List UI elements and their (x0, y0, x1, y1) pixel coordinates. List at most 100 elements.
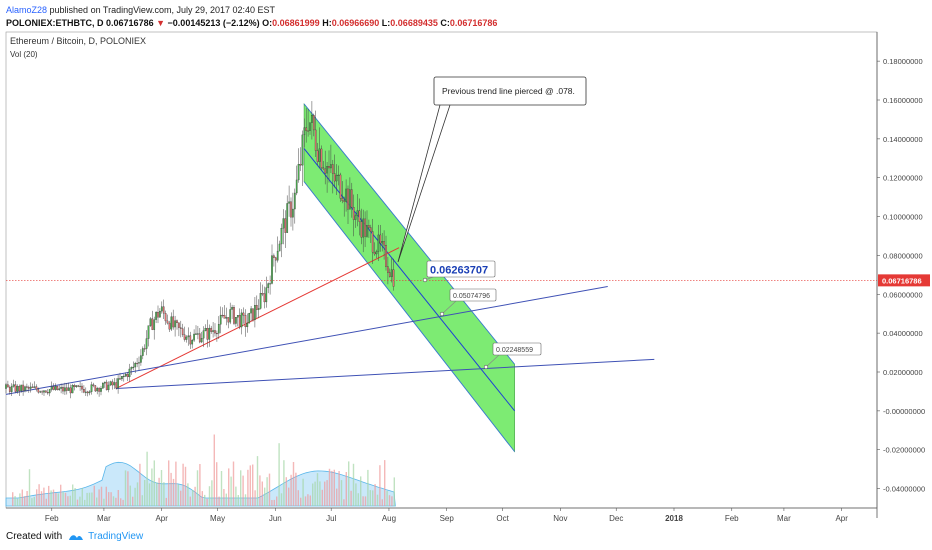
candle-body (65, 387, 68, 391)
candle-body (62, 387, 64, 392)
volume-bar (160, 470, 163, 506)
candle-body (71, 385, 74, 394)
volume-bar (300, 497, 302, 506)
volume-bar (60, 484, 62, 506)
candle-body (52, 386, 55, 390)
channel-upper-line (303, 103, 515, 365)
candle-body (305, 127, 308, 131)
volume-bar (24, 496, 26, 506)
candle-body (390, 269, 393, 277)
candle-body (46, 392, 49, 394)
candle-body (174, 320, 176, 328)
candle-body (109, 381, 112, 386)
candle-body (35, 386, 38, 390)
candle-body (126, 374, 129, 378)
price-label-pointer (485, 354, 500, 368)
volume-bar (144, 480, 146, 506)
volume-bar (48, 485, 50, 506)
volume-bar (381, 499, 383, 506)
candle-body (269, 283, 271, 285)
candle-body (392, 269, 395, 287)
volume-bar (64, 492, 67, 506)
candle-body (312, 115, 315, 131)
candle-body (86, 391, 89, 394)
volume-bar (213, 434, 215, 506)
candle-body (140, 355, 142, 363)
volume-bar (232, 461, 235, 506)
volume-bar (374, 484, 376, 506)
volume-bar (264, 487, 266, 506)
candle-body (238, 315, 241, 328)
volume-bar (98, 489, 100, 506)
volume-bar (120, 498, 122, 506)
volume-bar (103, 498, 105, 506)
volume-bar (254, 490, 256, 506)
candle-body (172, 316, 175, 328)
volume-bar (110, 492, 112, 506)
author-link[interactable]: AlamoZ28 (6, 5, 48, 15)
price-label-box (449, 288, 497, 302)
price-label-anchor (422, 277, 428, 283)
candle-body (179, 327, 182, 329)
candle-body (259, 293, 262, 309)
volume-bar (194, 486, 196, 506)
candle-body (143, 348, 146, 350)
x-tick-label: Nov (553, 514, 567, 523)
candle-body (242, 312, 245, 316)
candle-body (75, 385, 78, 388)
candle-body (276, 250, 279, 261)
y-tick-label: 0.02000000 (883, 368, 923, 377)
candle-body (54, 385, 57, 390)
candle-body (134, 363, 137, 368)
volume-bar (314, 481, 316, 506)
candle-body (320, 148, 323, 168)
candle-body (265, 287, 268, 303)
low-value: 0.06689435 (390, 18, 438, 28)
price-label-text-1: 0.06263707 (430, 265, 488, 277)
candle-body (124, 374, 127, 377)
candle-body (267, 283, 270, 288)
price-chart[interactable]: 0.18000000 0.16000000 0.14000000 0.12000000… (0, 30, 932, 528)
y-tick-label: -0.00000000 (883, 407, 925, 416)
candle-body (223, 315, 226, 319)
y-tick-label: 0.10000000 (883, 213, 923, 222)
tradingview-brand[interactable]: TradingView (88, 531, 144, 542)
candle-body (96, 388, 99, 392)
candle-body (100, 387, 102, 392)
candle-body (316, 150, 319, 162)
volume-bar (79, 496, 81, 506)
volume-bar (348, 461, 350, 506)
candle-body (12, 384, 15, 387)
price-label-box (426, 260, 496, 278)
candle-body (79, 385, 81, 387)
volume-bar (151, 468, 153, 506)
volume-bar (55, 492, 57, 506)
candle-body (113, 382, 116, 386)
candle-body (330, 164, 332, 169)
volume-bar (240, 470, 242, 506)
candle-body (107, 384, 110, 391)
y-tick-label: -0.02000000 (883, 446, 925, 455)
candle-body (356, 210, 359, 216)
candle-body (128, 368, 131, 378)
candle-body (132, 366, 135, 368)
candle-body (176, 320, 178, 324)
volume-bar (67, 496, 69, 506)
x-tick-label: Dec (609, 514, 623, 523)
volume-bar (163, 482, 165, 506)
candle-body (69, 387, 72, 394)
volume-bar (235, 486, 237, 506)
volume-bar (134, 487, 136, 506)
volume-bar (168, 460, 170, 506)
candle-body (290, 201, 292, 218)
candle-body (64, 387, 66, 392)
volume-indicator-label: Vol (20) (10, 50, 38, 59)
volume-bar (352, 463, 355, 506)
volume-bar (196, 470, 199, 506)
volume-bar (84, 499, 86, 506)
x-tick-label: Jul (326, 514, 336, 523)
price-label-anchor (483, 364, 489, 370)
candle-body (8, 386, 11, 392)
candle-body (60, 387, 62, 389)
candle-body (227, 317, 230, 323)
